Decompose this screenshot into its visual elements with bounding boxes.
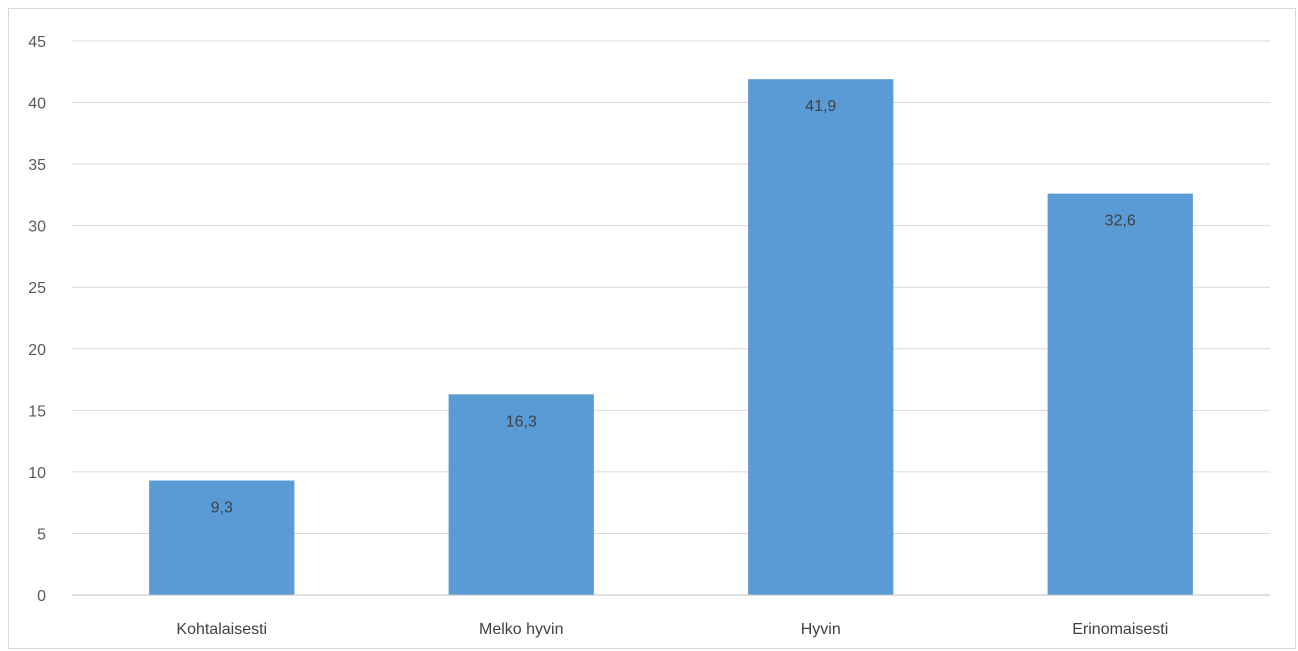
y-tick-label: 20 [28, 342, 46, 359]
bar-2 [448, 394, 594, 595]
bar-4 [1047, 193, 1193, 595]
bar-1 [149, 480, 295, 595]
category-label: Hyvin [801, 621, 841, 638]
y-tick-label: 35 [28, 157, 46, 174]
y-tick-label: 5 [37, 526, 46, 543]
y-tick-label: 10 [28, 465, 46, 482]
bar-3 [748, 79, 894, 596]
y-tick-label: 0 [37, 588, 46, 605]
y-tick-label: 25 [28, 280, 46, 297]
category-label: Kohtalaisesti [176, 621, 267, 638]
y-tick-label: 40 [28, 96, 46, 113]
y-tick-label: 45 [28, 34, 46, 51]
data-label: 16,3 [506, 413, 537, 430]
data-labels: 9,3 16,3 41,9 32,6 [211, 98, 1136, 516]
data-label: 9,3 [211, 500, 233, 517]
data-label: 41,9 [805, 98, 836, 115]
category-label: Erinomaisesti [1072, 621, 1168, 638]
data-label: 32,6 [1105, 213, 1136, 230]
y-axis-tick-labels: 0 5 10 15 20 25 30 35 40 45 [28, 34, 46, 605]
bars [149, 79, 1193, 596]
category-label: Melko hyvin [479, 621, 563, 638]
y-tick-label: 15 [28, 403, 46, 420]
y-tick-label: 30 [28, 219, 46, 236]
x-axis-category-labels: Kohtalaisesti Melko hyvin Hyvin Erinomaises… [176, 621, 1168, 638]
